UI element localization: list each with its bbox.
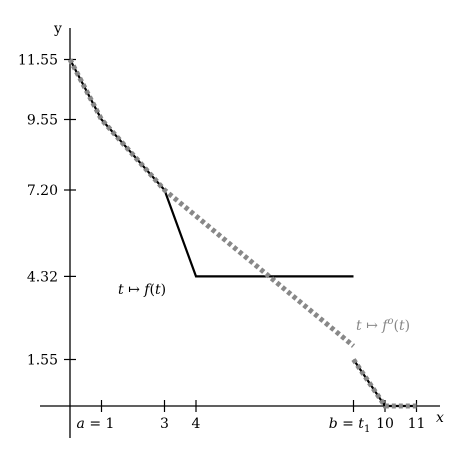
x-tick-label-0: a = 1 bbox=[77, 416, 115, 432]
x-tick-label-4: 10 bbox=[376, 416, 394, 432]
y-tick-label-0: 11.55 bbox=[18, 53, 58, 69]
series-line-4 bbox=[351, 358, 417, 409]
x-tick-label-1: 3 bbox=[160, 416, 169, 432]
y-tick-label-2: 7.20 bbox=[27, 183, 58, 199]
series-line-0 bbox=[163, 189, 354, 278]
x-tick-label-5: 11 bbox=[408, 416, 426, 432]
series-line-2 bbox=[69, 58, 166, 191]
x-tick-label-3: b = t1 bbox=[329, 416, 371, 435]
y-axis-label: y bbox=[53, 21, 62, 37]
series-line-3 bbox=[352, 358, 417, 408]
series-label-f: t ↦ f(t) bbox=[118, 282, 166, 298]
x-tick-label-2: 4 bbox=[192, 416, 201, 432]
x-axis-label: x bbox=[436, 410, 444, 426]
y-tick-label-1: 9.55 bbox=[27, 113, 58, 129]
series-line-1 bbox=[67, 58, 356, 348]
series-label-fo: t ↦ fo(t) bbox=[356, 316, 410, 334]
axes: x y bbox=[40, 21, 444, 438]
y-tick-label-3: 4.32 bbox=[27, 269, 58, 285]
y-tick-label-4: 1.55 bbox=[27, 353, 58, 369]
